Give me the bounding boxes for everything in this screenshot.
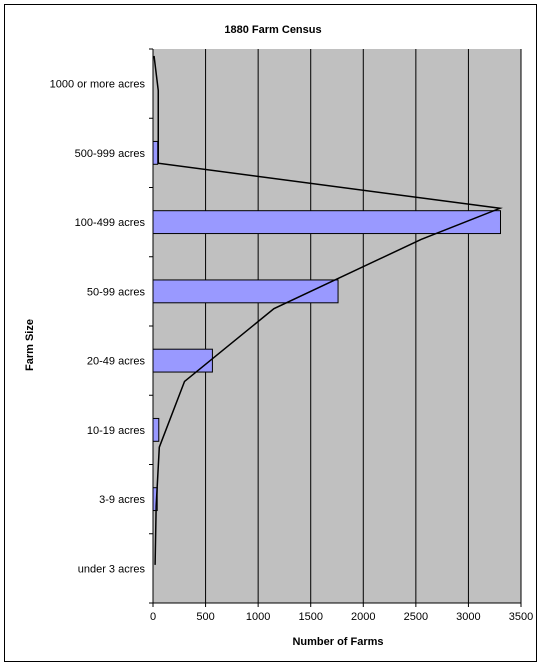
y-tick-label: under 3 acres (78, 563, 146, 575)
bar-layer (152, 140, 501, 512)
x-tick-label: 500 (196, 611, 214, 623)
x-tick-label: 2500 (404, 611, 428, 623)
line-layer (153, 55, 503, 565)
plot-area (153, 49, 521, 603)
x-tick-label: 3000 (456, 611, 480, 623)
x-tick-label: 3500 (509, 611, 533, 623)
x-tick-label: 1500 (298, 611, 322, 623)
x-axis-title: Number of Farms (292, 636, 383, 648)
x-tick-label: 2000 (351, 611, 375, 623)
bar (152, 140, 159, 165)
bar (152, 417, 160, 442)
grid-layer (205, 49, 522, 603)
chart-frame: 1880 Farm Census 0 500 1000 1500 2000 2500 300… (4, 4, 537, 662)
bar (152, 348, 213, 373)
y-tick-label: 50-99 acres (87, 286, 146, 298)
y-tick-label: 3-9 acres (99, 494, 145, 506)
overlay-line (153, 55, 503, 565)
y-tick-label: 20-49 acres (87, 356, 146, 368)
bar (152, 210, 501, 235)
y-tick-label: 500-999 acres (75, 148, 146, 160)
chart-title: 1880 Farm Census (224, 24, 321, 36)
x-tick-label: 1000 (246, 611, 270, 623)
axis-layer: 0 500 1000 1500 2000 2500 3000 3500 under 3 acre… (50, 48, 533, 623)
y-tick-label: 10-19 acres (87, 425, 146, 437)
chart-svg: 1880 Farm Census 0 500 1000 1500 2000 2500 300… (24, 24, 533, 648)
y-axis-title: Farm Size (24, 319, 36, 371)
x-tick-label: 0 (150, 611, 156, 623)
y-tick-label: 100-499 acres (75, 217, 146, 229)
y-tick-label: 1000 or more acres (50, 79, 146, 91)
